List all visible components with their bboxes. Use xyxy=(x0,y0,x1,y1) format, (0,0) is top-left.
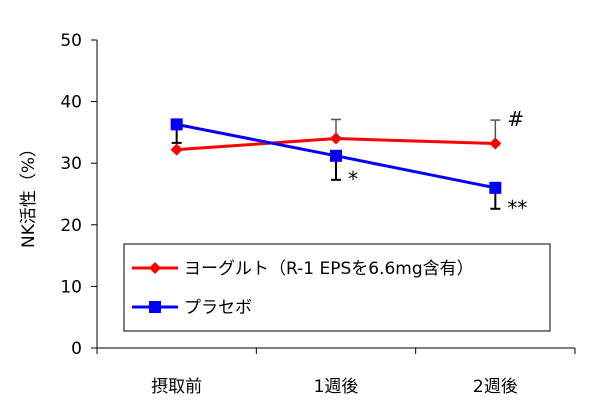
y-tick-label: 50 xyxy=(60,31,82,51)
x-tick-label: 2週後 xyxy=(473,377,518,397)
annotations: * # ** xyxy=(348,107,527,220)
y-tick-label: 20 xyxy=(60,216,82,236)
data-point xyxy=(170,143,183,156)
series-layer xyxy=(170,118,502,210)
data-point xyxy=(489,137,502,150)
series-1 xyxy=(170,118,502,156)
y-ticks: 0 10 20 30 40 50 xyxy=(60,31,97,359)
x-axis: 摂取前 1週後 2週後 xyxy=(96,347,576,397)
legend-marker xyxy=(149,262,161,274)
data-point xyxy=(489,181,502,194)
legend-box xyxy=(123,243,551,332)
y-axis: 0 10 20 30 40 50 xyxy=(60,31,98,359)
data-point xyxy=(330,132,342,145)
data-point xyxy=(170,118,183,131)
significance-mark: ** xyxy=(507,196,527,220)
legend-item-1: ヨーグルト（R-1 EPSを6.6mg含有） xyxy=(132,259,474,279)
legend-label: プラセボ xyxy=(184,298,252,318)
significance-mark: # xyxy=(507,107,524,131)
x-tick-label: 1週後 xyxy=(314,377,359,397)
series-2 xyxy=(170,118,502,210)
data-point xyxy=(330,149,342,162)
legend-marker xyxy=(149,301,161,313)
x-ticks: 摂取前 1週後 2週後 xyxy=(96,348,576,397)
y-tick-label: 40 xyxy=(60,93,82,113)
y-tick-label: 30 xyxy=(60,154,82,174)
legend: ヨーグルト（R-1 EPSを6.6mg含有） プラセボ xyxy=(123,243,551,332)
y-tick-label: 10 xyxy=(60,277,82,297)
y-tick-label: 0 xyxy=(71,339,82,359)
x-tick-label: 摂取前 xyxy=(151,377,202,397)
legend-item-2: プラセボ xyxy=(132,298,252,318)
significance-mark: * xyxy=(348,167,358,191)
y-axis-label: NK活性（%） xyxy=(19,140,39,248)
legend-label: ヨーグルト（R-1 EPSを6.6mg含有） xyxy=(184,259,474,279)
